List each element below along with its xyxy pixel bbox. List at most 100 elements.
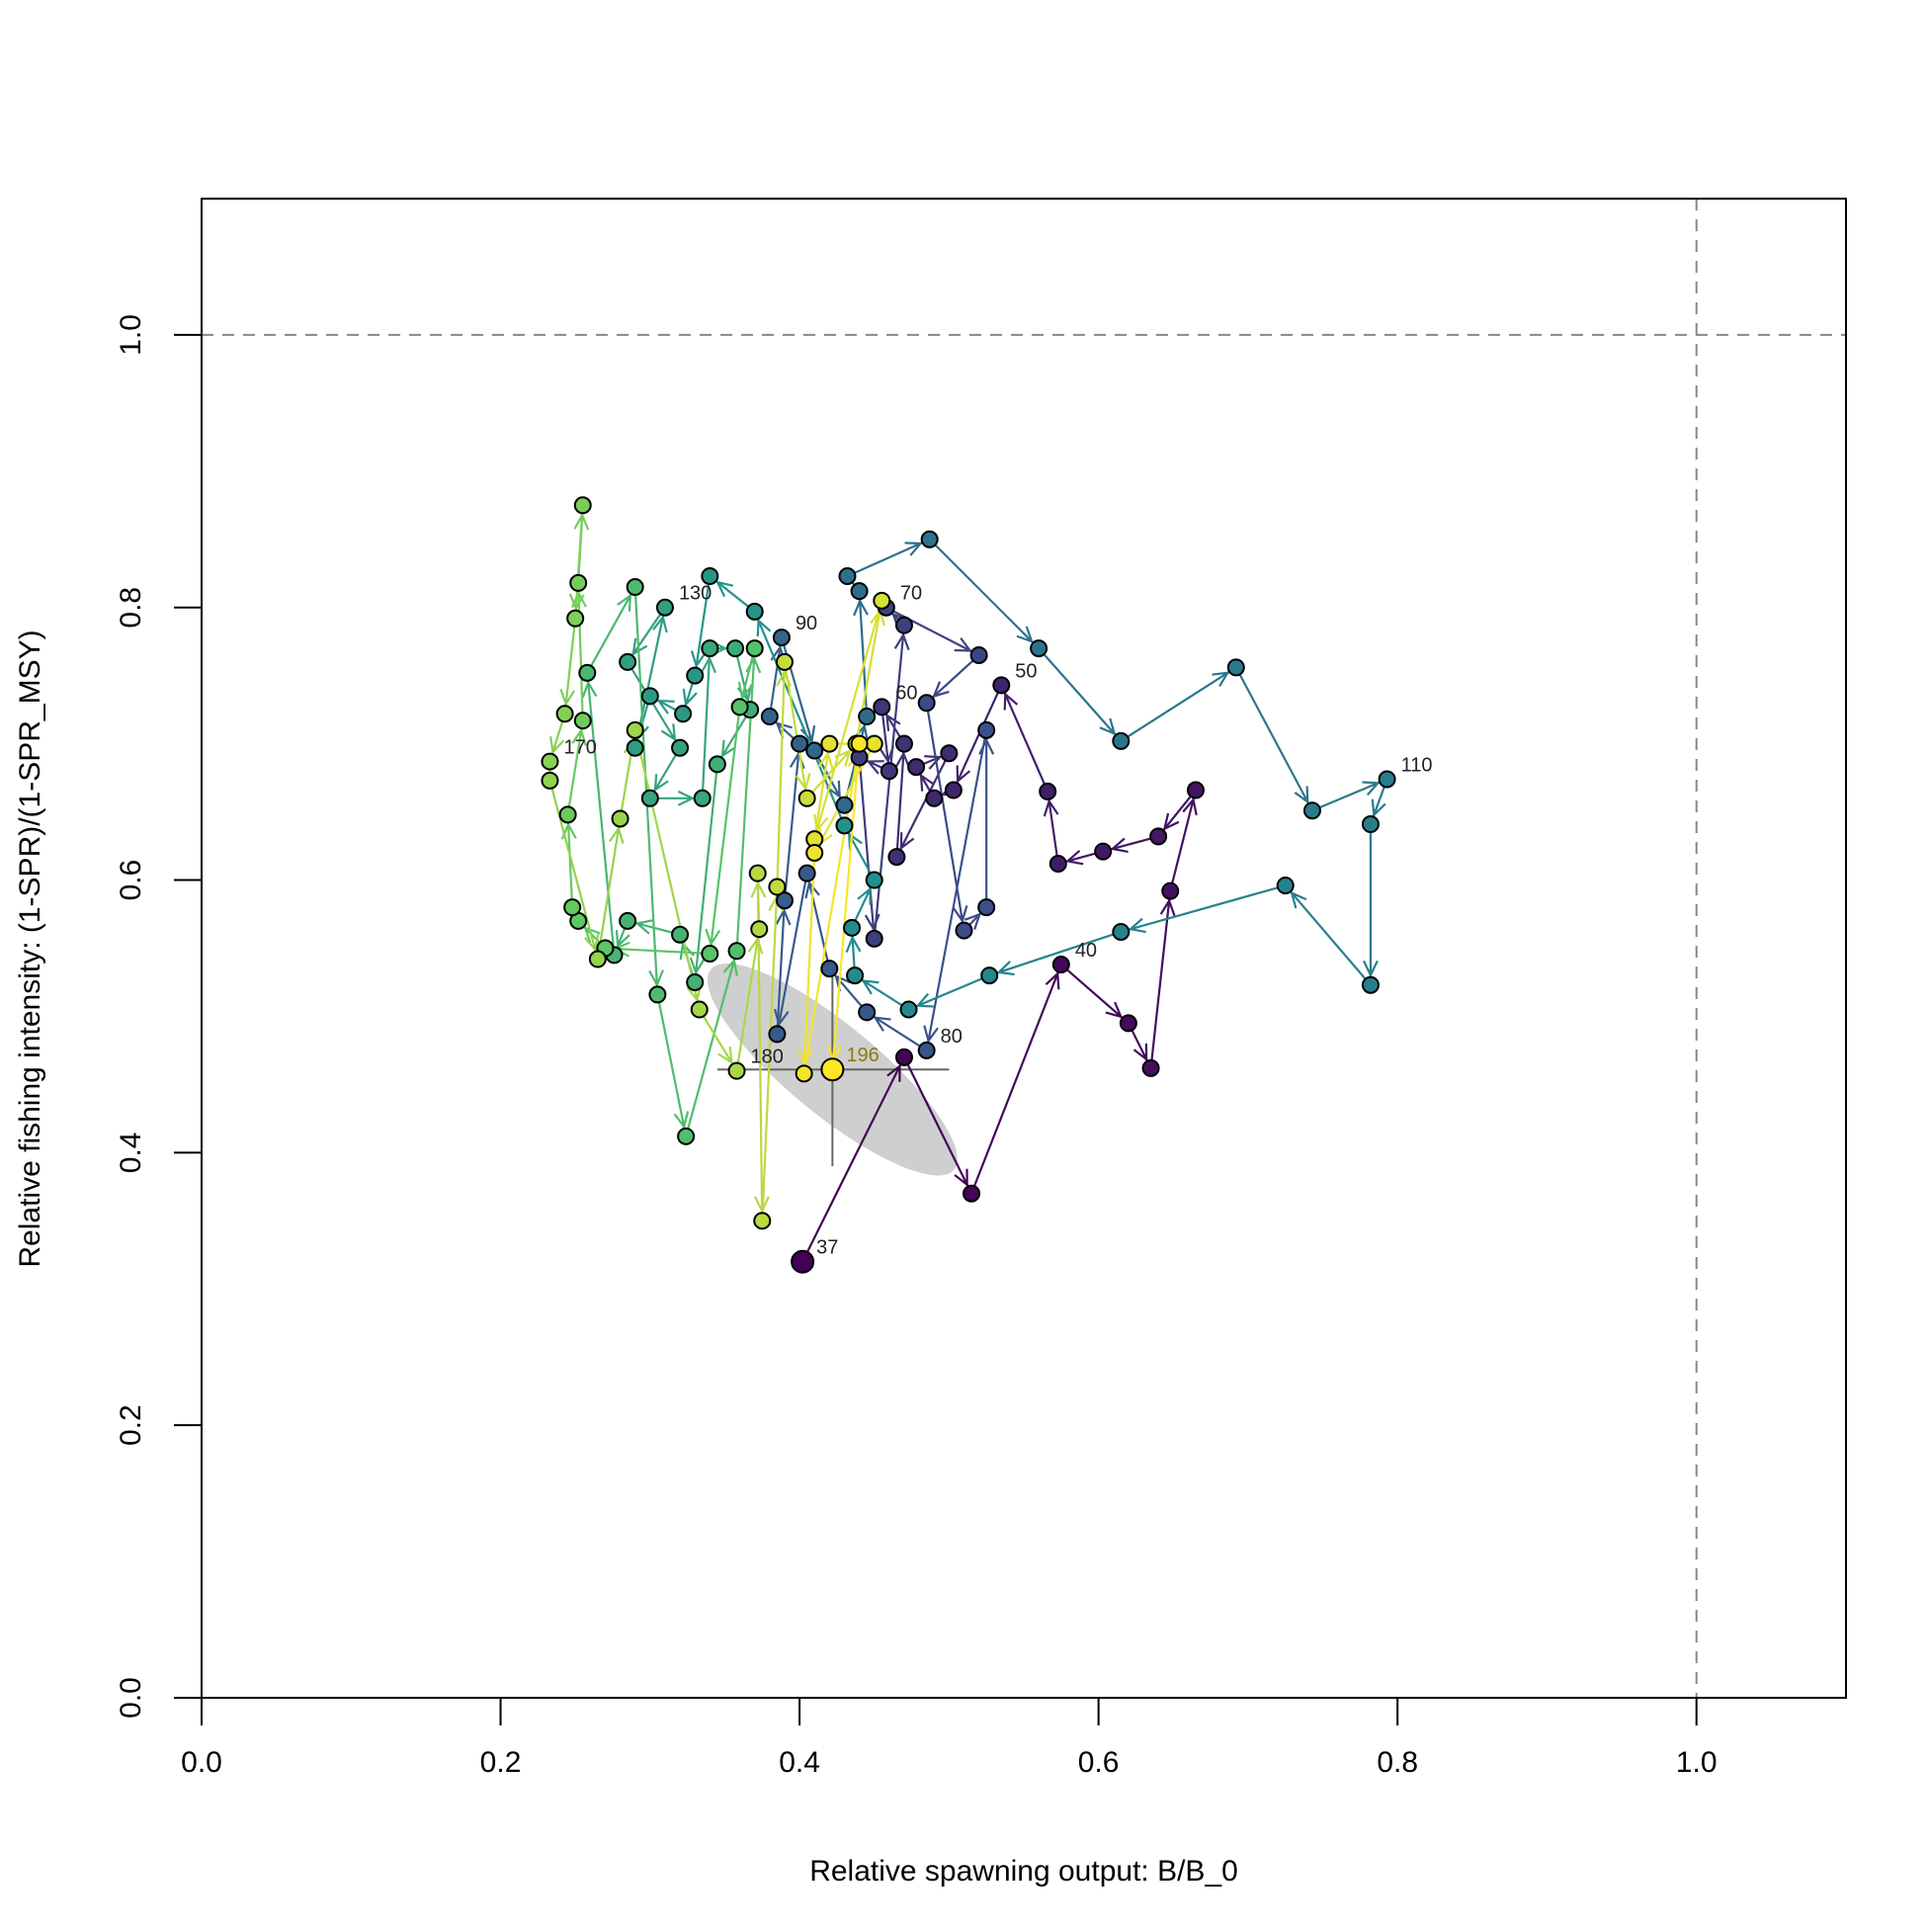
trajectory-segment [633, 729, 701, 1010]
point-label: 37 [816, 1237, 838, 1259]
trajectory-segment [885, 606, 980, 656]
point [838, 567, 857, 586]
arrowhead [873, 1016, 891, 1032]
point-label: 40 [1075, 940, 1097, 962]
trajectory-segment [1121, 884, 1287, 934]
point [541, 752, 559, 771]
point [701, 945, 719, 964]
arrowhead [952, 905, 968, 924]
trajectory-segment [873, 625, 906, 939]
arrowhead [673, 1111, 690, 1130]
point [1149, 827, 1168, 846]
trajectory-segment [988, 930, 1122, 977]
arrowhead [956, 765, 971, 784]
point [1094, 842, 1113, 861]
arrowhead [631, 637, 648, 656]
point [873, 591, 891, 610]
arrowhead [795, 773, 811, 792]
arrowhead [571, 727, 587, 746]
point [611, 809, 629, 828]
trajectory-segment [801, 1056, 905, 1263]
trajectory-segment [813, 600, 883, 840]
point [772, 629, 791, 647]
arrowhead [932, 681, 950, 699]
trajectory-segment [908, 974, 990, 1011]
point [677, 1127, 696, 1145]
arrowhead [652, 615, 668, 633]
point [835, 816, 854, 835]
point [797, 864, 816, 882]
arrowhead [1105, 1001, 1124, 1019]
x-tick-label: 0.8 [1377, 1746, 1418, 1779]
trajectory-segment [694, 575, 712, 676]
point [573, 712, 592, 730]
y-tick-label: 1.0 [115, 314, 147, 356]
arrowhead [1212, 671, 1230, 687]
trajectory-segment [1169, 790, 1198, 891]
arrowhead [677, 790, 696, 806]
trajectory-segment [776, 900, 787, 1035]
point [820, 734, 839, 753]
arrowhead [834, 749, 852, 767]
arrowhead [617, 593, 632, 612]
arrowhead [653, 774, 669, 793]
point [655, 598, 674, 617]
point [980, 966, 999, 985]
arrowhead [1363, 960, 1379, 978]
trajectory-segment [895, 743, 906, 858]
arrowhead [954, 1168, 968, 1188]
trajectory-segment [1120, 666, 1237, 742]
trajectory-segment [813, 743, 831, 840]
point [1119, 1014, 1137, 1033]
point [955, 921, 973, 940]
trajectory-segment [656, 994, 688, 1137]
point [977, 720, 996, 739]
arrowhead [583, 926, 601, 944]
point [1276, 877, 1295, 895]
arrowhead [648, 969, 665, 987]
trajectory-segment [1284, 884, 1372, 986]
trajectory-segment [566, 814, 574, 908]
point [727, 942, 746, 961]
point [558, 805, 577, 824]
point [750, 920, 769, 939]
point [701, 567, 719, 586]
trajectory-segment [1234, 666, 1313, 811]
arrowhead [825, 780, 841, 799]
y-axis-title: Relative fishing intensity: (1-SPR)/(1-S… [14, 630, 46, 1267]
point [795, 1064, 813, 1083]
point [894, 734, 913, 753]
point [1161, 882, 1180, 900]
point [686, 972, 705, 991]
point [944, 781, 963, 799]
trajectory-segment [1311, 778, 1388, 812]
arrowhead [775, 721, 793, 739]
arrowhead [773, 1008, 790, 1028]
y-tick-label: 0.0 [115, 1677, 147, 1719]
arrowhead [893, 632, 910, 650]
trajectory-segment [895, 752, 951, 858]
arrowhead [1371, 798, 1386, 817]
trajectory-segment [902, 1056, 973, 1195]
point-label: 110 [1401, 754, 1433, 776]
point [745, 602, 764, 621]
point-label: 70 [900, 583, 922, 605]
trajectory-segment [1060, 964, 1130, 1025]
point [768, 878, 787, 896]
trajectory-segment [925, 703, 965, 931]
arrowhead [701, 655, 717, 674]
point [887, 848, 906, 867]
point [671, 738, 690, 757]
arrowhead [964, 912, 981, 930]
point-label: 170 [563, 737, 596, 759]
y-tick-label: 0.8 [115, 587, 147, 629]
arrowhead [615, 930, 630, 949]
arrowhead [866, 760, 884, 775]
trajectory-segment [548, 780, 599, 960]
arrowhead [899, 832, 915, 851]
point [619, 911, 637, 930]
arrowhead [715, 580, 734, 598]
x-tick-label: 0.4 [779, 1746, 820, 1779]
point [920, 530, 939, 548]
point [917, 1041, 936, 1059]
